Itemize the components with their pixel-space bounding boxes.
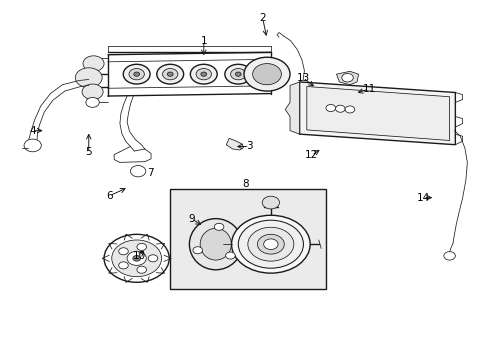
Text: 1: 1 xyxy=(200,36,206,46)
Circle shape xyxy=(263,239,278,249)
Text: 13: 13 xyxy=(296,73,309,83)
Circle shape xyxy=(157,64,183,84)
Circle shape xyxy=(345,106,354,113)
Circle shape xyxy=(224,64,251,84)
Circle shape xyxy=(225,252,235,259)
Circle shape xyxy=(82,84,103,100)
Text: 14: 14 xyxy=(416,193,429,203)
Circle shape xyxy=(137,243,146,251)
Circle shape xyxy=(137,266,146,273)
Circle shape xyxy=(325,104,335,112)
Circle shape xyxy=(196,68,211,80)
Text: 5: 5 xyxy=(85,148,92,157)
Circle shape xyxy=(167,72,173,76)
Circle shape xyxy=(75,68,102,87)
Circle shape xyxy=(130,166,145,177)
Polygon shape xyxy=(285,82,299,134)
Text: 10: 10 xyxy=(132,251,145,261)
Text: 3: 3 xyxy=(245,141,252,152)
Circle shape xyxy=(231,215,309,273)
Bar xyxy=(170,189,325,289)
Text: 11: 11 xyxy=(362,84,375,94)
Circle shape xyxy=(190,64,217,84)
Polygon shape xyxy=(299,82,454,145)
Polygon shape xyxy=(306,86,448,140)
Text: 4: 4 xyxy=(29,126,36,136)
Polygon shape xyxy=(226,138,243,150)
Circle shape xyxy=(133,256,140,261)
Circle shape xyxy=(83,56,104,71)
Circle shape xyxy=(123,64,150,84)
Circle shape xyxy=(148,255,158,262)
Text: 9: 9 xyxy=(188,214,195,224)
Circle shape xyxy=(134,72,139,76)
Text: 12: 12 xyxy=(305,150,318,160)
Circle shape xyxy=(112,240,161,277)
Circle shape xyxy=(235,72,241,76)
Circle shape xyxy=(230,68,245,80)
Circle shape xyxy=(214,223,224,230)
Circle shape xyxy=(238,220,303,268)
Circle shape xyxy=(262,196,279,209)
Polygon shape xyxy=(336,71,358,85)
Circle shape xyxy=(129,68,144,80)
Circle shape xyxy=(244,57,289,91)
Circle shape xyxy=(341,73,352,82)
Ellipse shape xyxy=(189,219,242,270)
Circle shape xyxy=(119,248,128,255)
Circle shape xyxy=(127,251,146,265)
Circle shape xyxy=(335,105,345,112)
Circle shape xyxy=(193,247,202,254)
Text: 7: 7 xyxy=(146,168,153,178)
Text: 8: 8 xyxy=(242,179,249,189)
Circle shape xyxy=(247,227,293,261)
Text: 2: 2 xyxy=(259,13,265,23)
Circle shape xyxy=(252,64,281,85)
Circle shape xyxy=(24,139,41,152)
Circle shape xyxy=(119,262,128,269)
Text: 6: 6 xyxy=(106,191,112,201)
Circle shape xyxy=(86,98,99,107)
Ellipse shape xyxy=(200,228,231,260)
Circle shape xyxy=(443,252,454,260)
Circle shape xyxy=(104,234,169,282)
Circle shape xyxy=(201,72,206,76)
Circle shape xyxy=(257,234,284,254)
Circle shape xyxy=(162,68,178,80)
